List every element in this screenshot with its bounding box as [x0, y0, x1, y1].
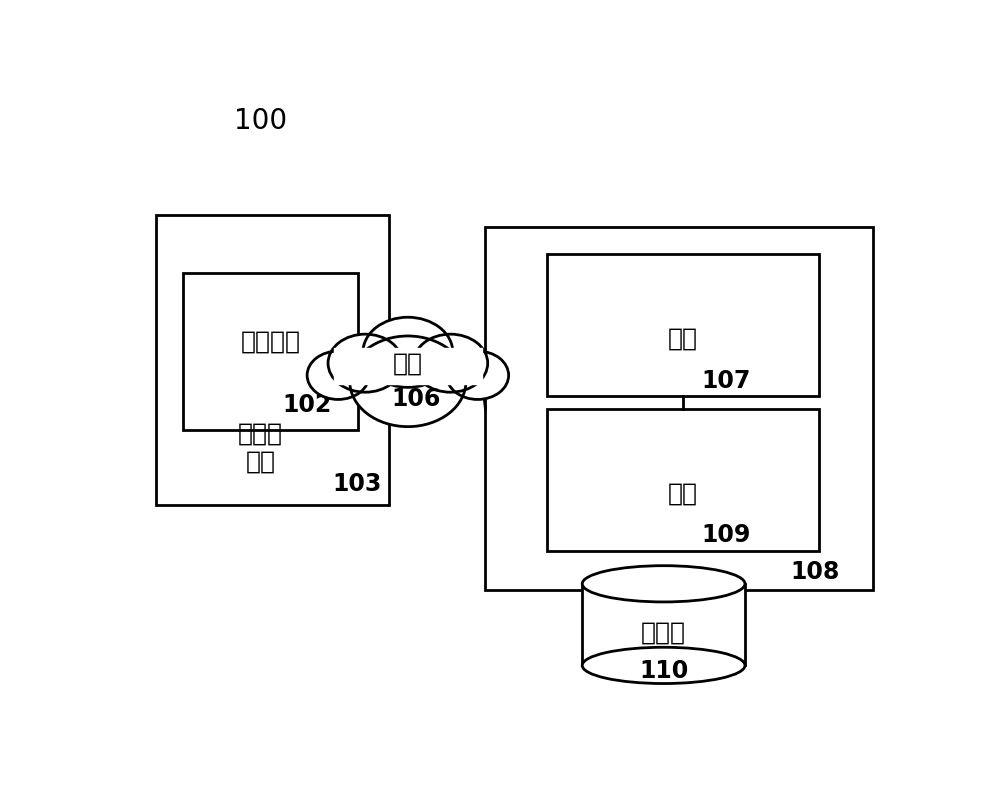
- Text: 102: 102: [283, 393, 332, 418]
- Text: 109: 109: [701, 524, 750, 547]
- Text: 注释: 注释: [668, 327, 698, 351]
- Ellipse shape: [582, 648, 745, 684]
- Bar: [485, 227, 873, 590]
- Text: 用户界面: 用户界面: [240, 330, 300, 354]
- Text: 106: 106: [391, 388, 440, 411]
- Circle shape: [363, 317, 453, 387]
- Text: 预测: 预测: [668, 481, 698, 505]
- Ellipse shape: [582, 566, 745, 602]
- Circle shape: [413, 334, 488, 392]
- Bar: [183, 272, 358, 429]
- Text: 107: 107: [701, 369, 750, 393]
- Circle shape: [350, 336, 466, 427]
- Text: 数据库: 数据库: [641, 620, 686, 644]
- Text: 110: 110: [639, 659, 688, 684]
- Bar: [582, 584, 745, 666]
- Text: 100: 100: [234, 108, 287, 135]
- Circle shape: [447, 351, 509, 400]
- Bar: [334, 348, 482, 385]
- Text: 108: 108: [790, 560, 839, 584]
- Circle shape: [307, 351, 369, 400]
- Bar: [547, 254, 819, 396]
- Circle shape: [328, 334, 402, 392]
- Bar: [156, 215, 388, 506]
- Bar: [547, 408, 819, 550]
- Text: 103: 103: [333, 472, 382, 496]
- Text: 网络: 网络: [393, 351, 423, 375]
- Text: 客户端
装置: 客户端 装置: [238, 422, 283, 473]
